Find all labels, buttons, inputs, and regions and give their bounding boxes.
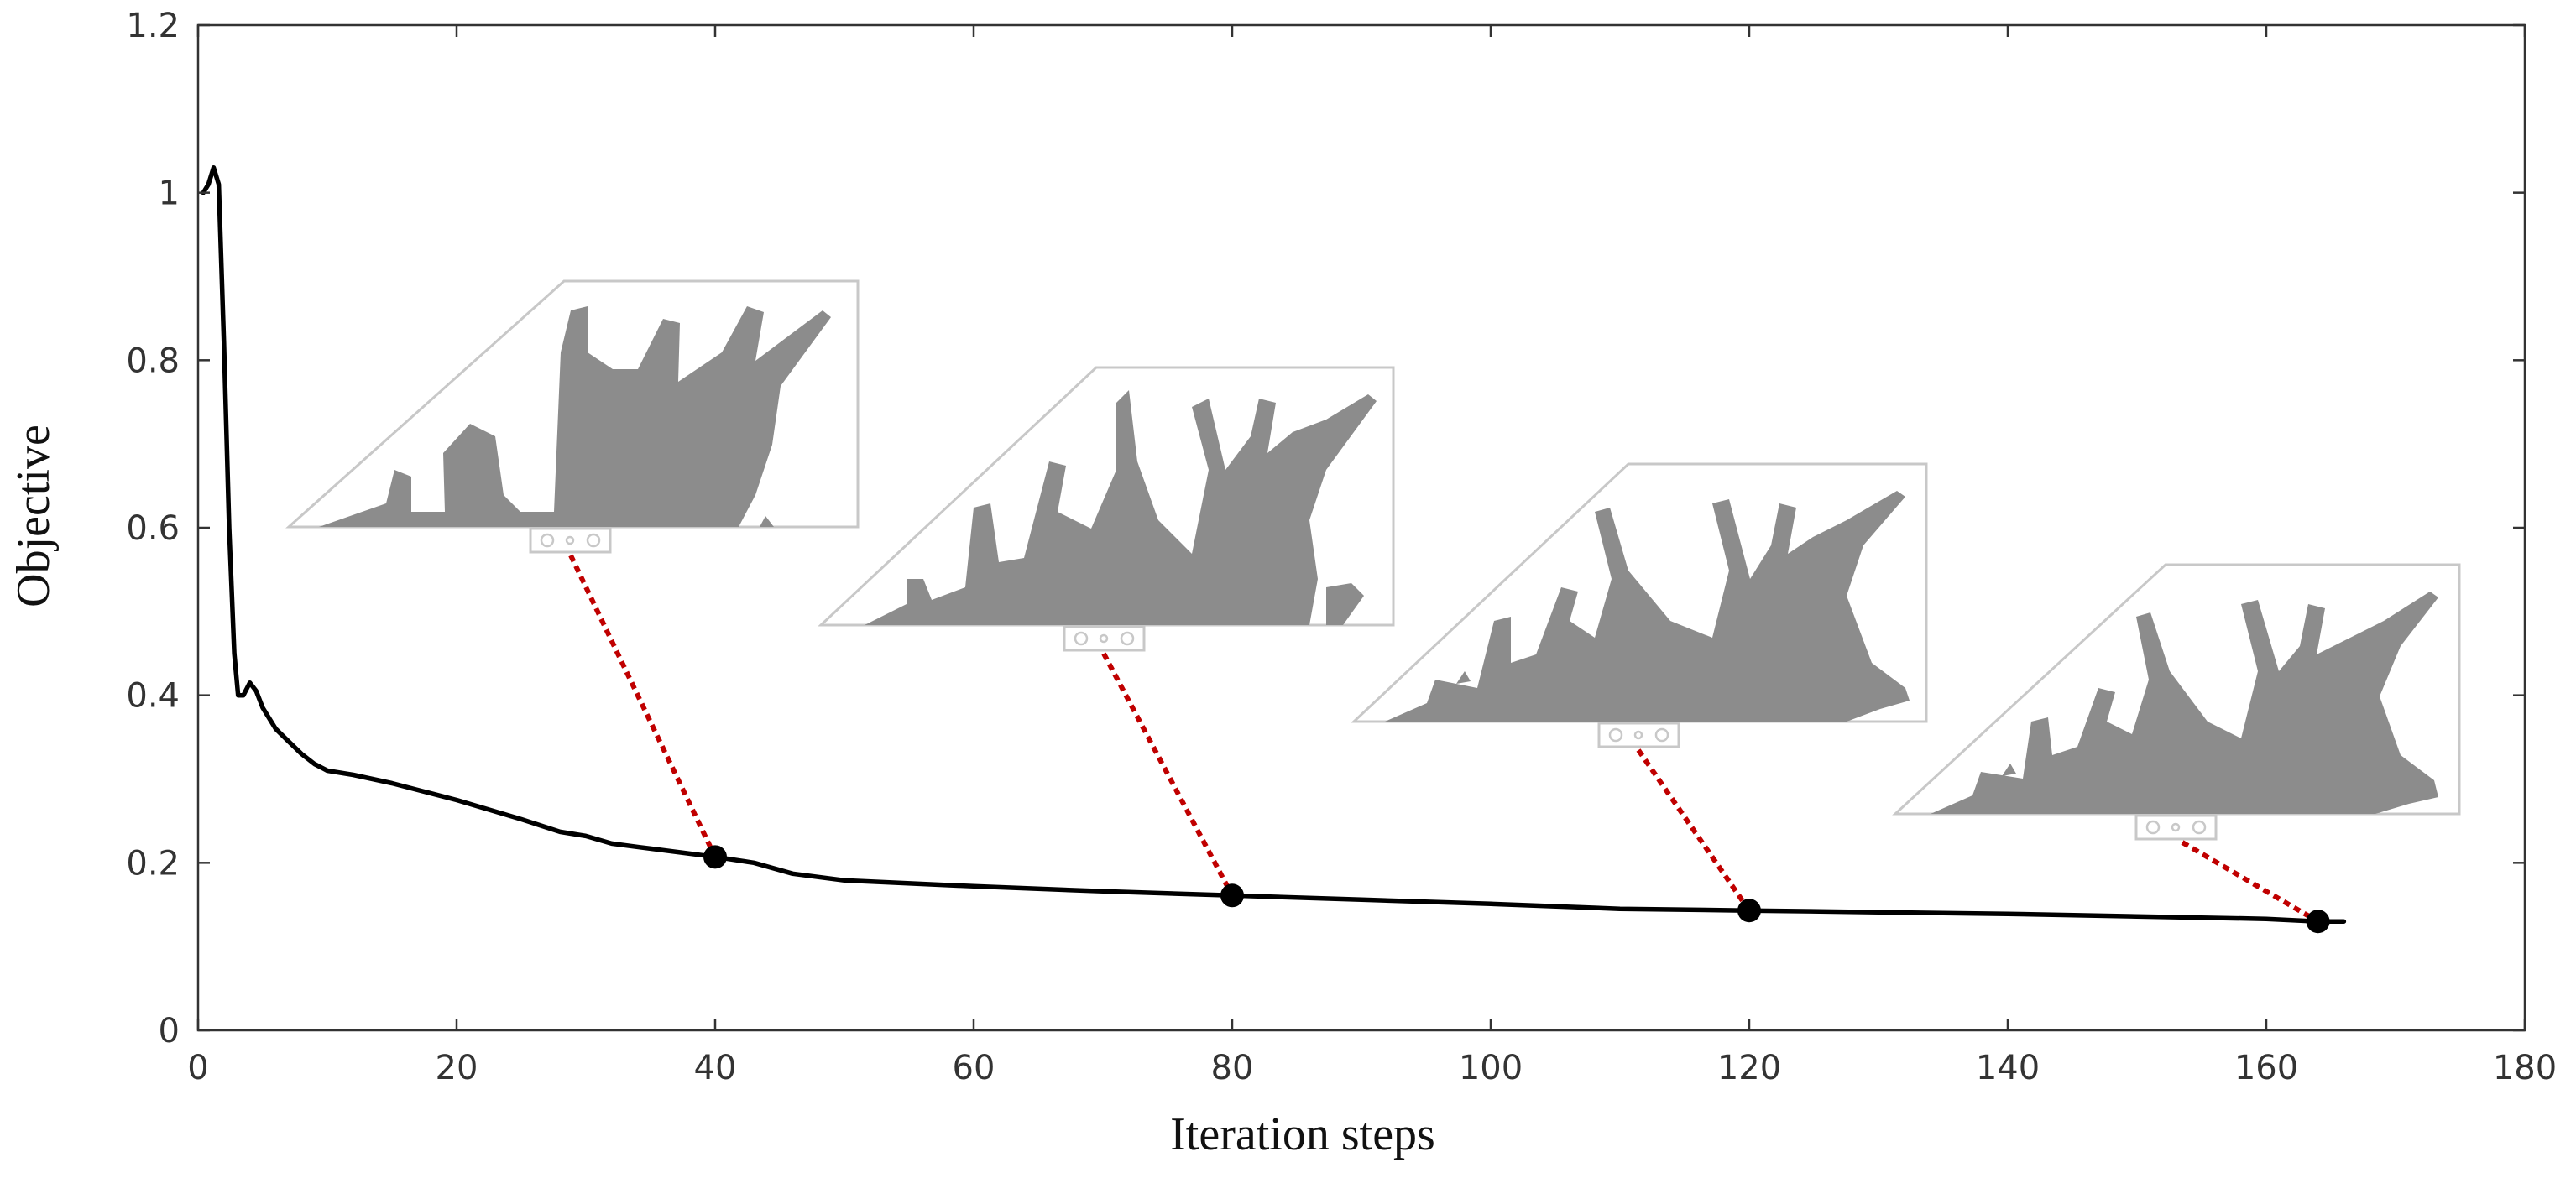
x-tick-label: 100 <box>1459 1049 1523 1087</box>
inset-structure-tip <box>1456 671 1471 684</box>
inset-support-hole <box>1074 631 1089 646</box>
inset-support <box>529 527 612 554</box>
inset-structure-tip <box>2002 764 2016 776</box>
inset-support <box>2134 814 2218 841</box>
x-tick-label: 0 <box>187 1049 208 1087</box>
inset-support-hole <box>1120 631 1135 646</box>
x-tick-label: 140 <box>1976 1049 2040 1087</box>
inset-support-hole <box>1654 727 1669 743</box>
inset-structure <box>1385 491 1910 722</box>
highlight-point <box>2306 910 2330 934</box>
topology-inset-iter-80 <box>818 366 1395 652</box>
highlight-point <box>1737 899 1761 923</box>
x-tick-label: 160 <box>2234 1049 2298 1087</box>
x-tick-label: 40 <box>694 1049 737 1087</box>
inset-structure <box>1931 592 2438 814</box>
inset-support-hole <box>1633 730 1643 740</box>
inset-support-hole <box>1099 633 1109 644</box>
y-tick-label: 1 <box>159 175 180 213</box>
inset-structure-tip <box>1326 583 1364 625</box>
x-tick-label: 20 <box>436 1049 478 1087</box>
inset-connector-line <box>2181 840 2320 924</box>
topology-inset-iter-40 <box>285 279 860 554</box>
inset-support-hole <box>2145 820 2161 835</box>
inset-support <box>1063 625 1146 652</box>
topology-inset-iter-164 <box>1892 563 2461 841</box>
topology-inset-iter-120 <box>1351 462 1928 748</box>
y-axis-ticks: 0 0.2 0.4 0.6 0.8 1 1.2 <box>126 7 2525 1050</box>
x-axis-title: Iteration steps <box>1170 1108 1435 1160</box>
inset-support-hole <box>2171 822 2181 832</box>
y-tick-label: 0.6 <box>126 509 180 548</box>
inset-connector-line <box>1636 748 1752 912</box>
x-tick-label: 80 <box>1211 1049 1254 1087</box>
x-tick-label: 120 <box>1717 1049 1781 1087</box>
x-axis-ticks: 0 20 40 60 80 100 120 140 160 180 <box>187 25 2557 1087</box>
y-tick-label: 0 <box>159 1012 180 1050</box>
inset-support-hole <box>586 533 601 548</box>
x-tick-label: 180 <box>2493 1049 2557 1087</box>
series-layer <box>201 164 2347 924</box>
inset-support-hole <box>2192 820 2207 835</box>
y-tick-label: 1.2 <box>126 7 180 45</box>
y-tick-label: 0.2 <box>126 844 180 883</box>
highlight-markers <box>703 845 2330 934</box>
inset-structure <box>865 390 1377 625</box>
y-tick-label: 0.8 <box>126 341 180 380</box>
inset-connectors <box>568 554 2320 924</box>
highlight-point <box>703 845 727 869</box>
inset-support-hole <box>565 535 575 545</box>
inset-support <box>1597 722 1680 748</box>
inset-structure <box>319 306 831 527</box>
inset-connector-line <box>1101 652 1235 897</box>
inset-connector-line <box>568 554 718 858</box>
inset-support-hole <box>540 533 555 548</box>
highlight-point <box>1220 884 1244 908</box>
inset-support-hole <box>1608 727 1623 743</box>
y-axis-title: Objective <box>8 425 60 607</box>
objective-line <box>201 164 2347 924</box>
y-tick-label: 0.4 <box>126 677 180 716</box>
x-tick-label: 60 <box>953 1049 995 1087</box>
inset-structure-tip <box>760 516 774 527</box>
